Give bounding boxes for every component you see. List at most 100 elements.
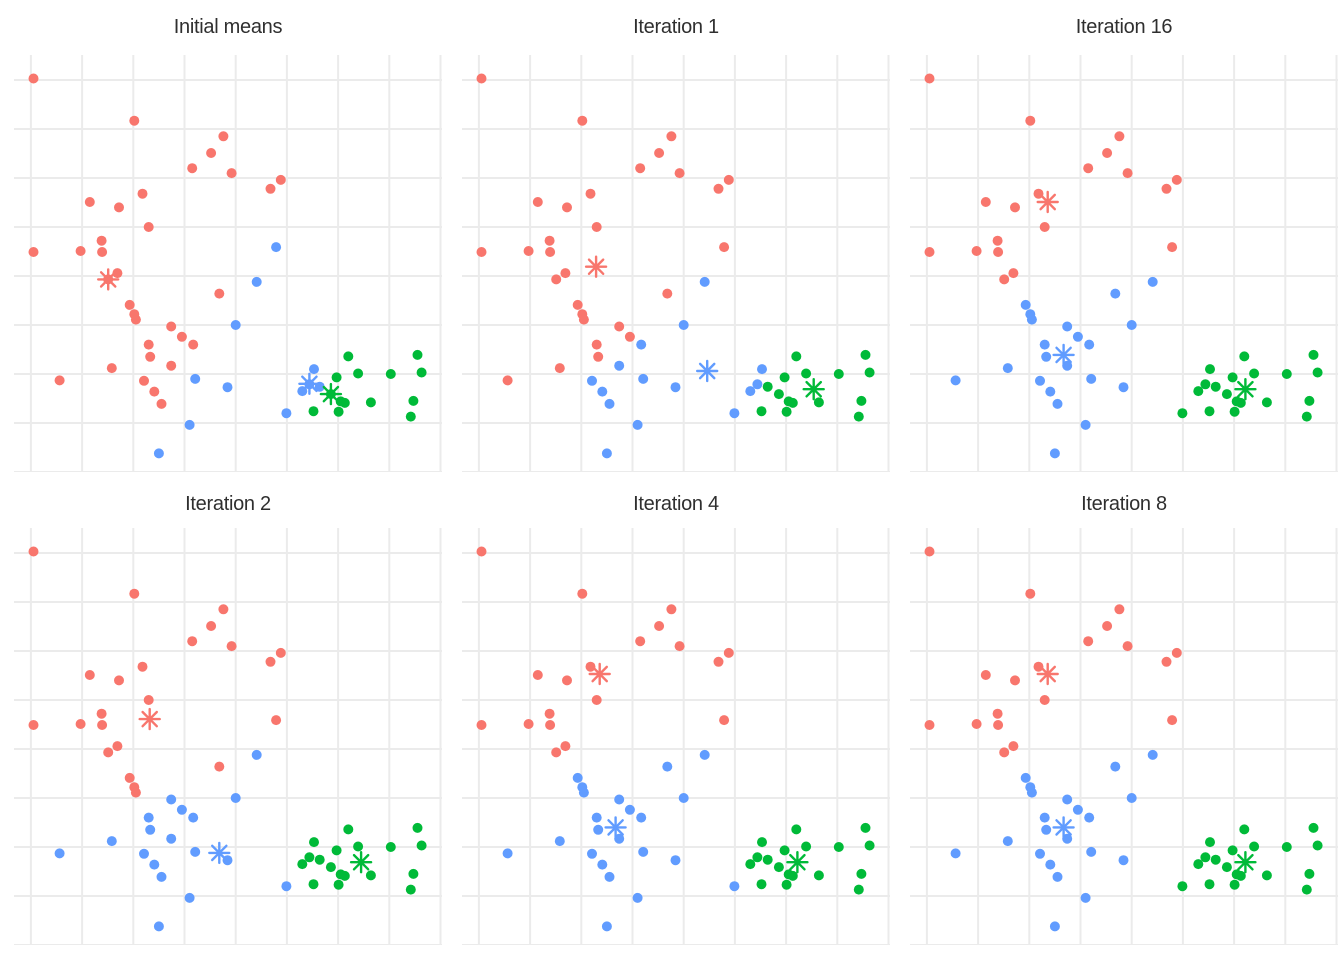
cluster-mean-marker [786, 851, 809, 874]
data-point [251, 276, 262, 287]
data-point [762, 854, 773, 865]
data-point [75, 246, 86, 256]
data-point [1304, 395, 1315, 406]
data-point [1161, 656, 1172, 667]
data-point [265, 183, 276, 194]
data-point [137, 661, 148, 672]
data-point [1072, 331, 1083, 342]
data-point [1008, 268, 1019, 279]
data-point [853, 884, 864, 895]
scatter-plot-iteration-1 [462, 55, 890, 472]
data-point [353, 841, 364, 852]
data-point [636, 339, 647, 350]
data-point [166, 321, 177, 332]
data-point [1049, 448, 1060, 459]
data-point [801, 841, 812, 852]
data-point [166, 360, 177, 371]
data-point [97, 720, 108, 730]
facet-panel-iteration-1: Iteration 1 [448, 0, 896, 480]
data-point [176, 331, 187, 342]
grid [910, 528, 1338, 945]
data-point [591, 222, 602, 232]
data-point [271, 715, 282, 726]
data-point [149, 386, 160, 397]
data-point [156, 398, 167, 409]
data-point [662, 761, 673, 772]
data-point [678, 793, 689, 803]
data-point [864, 367, 875, 378]
scatter-plot-iteration-2 [14, 528, 442, 945]
data-point [719, 715, 730, 726]
data-point [1221, 389, 1232, 400]
data-point [339, 870, 350, 881]
data-point [729, 881, 740, 892]
data-point [1045, 859, 1056, 870]
data-point [614, 794, 625, 805]
data-point [779, 845, 790, 856]
data-point [924, 546, 935, 557]
data-point [1177, 881, 1188, 892]
cluster-mean-marker [1052, 816, 1075, 839]
data-point [604, 871, 615, 882]
cluster-mean-marker [1036, 662, 1059, 686]
data-point [560, 268, 571, 279]
data-point [773, 862, 784, 873]
data-point [408, 868, 419, 879]
data-point [408, 395, 419, 406]
data-point [523, 246, 534, 256]
data-point [971, 719, 982, 729]
data-point [635, 636, 646, 647]
data-point [188, 812, 199, 823]
data-point [137, 188, 148, 199]
data-point [787, 397, 798, 408]
data-point [752, 852, 763, 863]
cluster-mean-marker [1234, 378, 1257, 401]
data-point [950, 375, 961, 386]
data-point [112, 741, 123, 752]
data-point [145, 824, 156, 835]
data-point [309, 364, 319, 375]
data-point [745, 386, 756, 397]
data-point [1039, 339, 1050, 350]
facet-title: Iteration 8 [1081, 492, 1167, 515]
data-point [614, 321, 625, 332]
data-point [114, 675, 124, 686]
data-point [787, 870, 798, 881]
data-point [275, 647, 286, 658]
data-point [1084, 812, 1095, 823]
data-point [143, 222, 154, 232]
data-point [130, 314, 141, 325]
data-point [1193, 859, 1204, 870]
data-point [476, 546, 487, 557]
data-point [1086, 846, 1097, 857]
data-point [713, 183, 724, 194]
facet-panel-iteration-16: Iteration 16 [896, 0, 1344, 480]
data-point [114, 202, 124, 213]
data-point [1041, 824, 1052, 835]
data-point [416, 367, 427, 378]
data-point [1281, 369, 1292, 379]
data-point [1210, 854, 1221, 865]
data-point [980, 197, 991, 207]
data-point [1052, 398, 1063, 409]
grid [462, 55, 890, 472]
cluster-mean-marker [1234, 851, 1257, 874]
data-point [365, 397, 376, 408]
data-point [585, 188, 596, 199]
data-point [1204, 406, 1215, 417]
grid [910, 55, 1338, 472]
data-point [585, 661, 596, 672]
data-point [1025, 115, 1036, 126]
data-point [636, 812, 647, 823]
scatter-plot-iteration-8 [910, 528, 1338, 945]
data-point [545, 720, 556, 730]
data-point [551, 747, 562, 758]
data-point [1035, 848, 1045, 859]
cluster-mean-marker [208, 841, 231, 865]
data-point [554, 363, 565, 374]
data-point [924, 720, 935, 730]
data-point [532, 197, 543, 207]
data-point [1110, 288, 1121, 299]
data-point [1171, 174, 1182, 185]
